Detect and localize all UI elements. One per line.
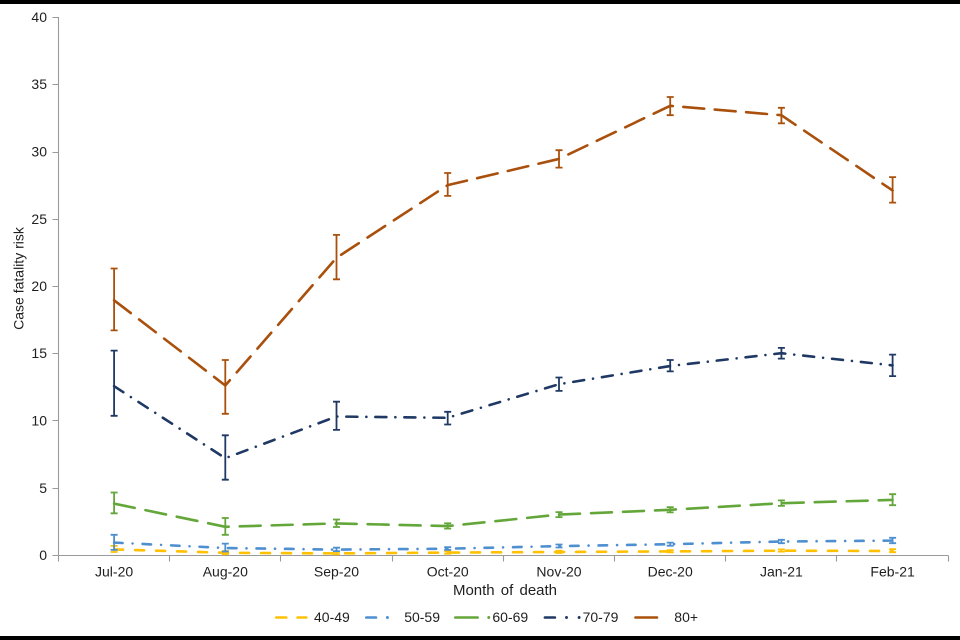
svg-text:20: 20 <box>31 278 47 294</box>
svg-text:70-79: 70-79 <box>583 609 619 625</box>
svg-text:80+: 80+ <box>674 609 698 625</box>
svg-text:50-59: 50-59 <box>404 609 440 625</box>
svg-text:Oct-20: Oct-20 <box>427 564 469 580</box>
svg-text:Feb-21: Feb-21 <box>870 564 915 580</box>
svg-text:Sep-20: Sep-20 <box>314 564 359 580</box>
svg-text:Aug-20: Aug-20 <box>203 564 248 580</box>
svg-text:30: 30 <box>31 144 47 160</box>
svg-text:0: 0 <box>39 547 47 563</box>
svg-text:Dec-20: Dec-20 <box>648 564 693 580</box>
svg-text:Jan-21: Jan-21 <box>760 564 803 580</box>
svg-text:60-69: 60-69 <box>492 609 528 625</box>
svg-text:40: 40 <box>31 9 47 25</box>
svg-text:Month of death: Month of death <box>453 582 557 599</box>
svg-text:35: 35 <box>31 76 47 92</box>
svg-text:5: 5 <box>39 480 47 496</box>
svg-text:Jul-20: Jul-20 <box>95 564 133 580</box>
svg-text:Nov-20: Nov-20 <box>536 564 581 580</box>
svg-text:Case fatality risk: Case fatality risk <box>11 226 27 330</box>
svg-text:10: 10 <box>31 413 47 429</box>
svg-text:25: 25 <box>31 211 47 227</box>
svg-text:40-49: 40-49 <box>314 609 350 625</box>
svg-text:15: 15 <box>31 345 47 361</box>
